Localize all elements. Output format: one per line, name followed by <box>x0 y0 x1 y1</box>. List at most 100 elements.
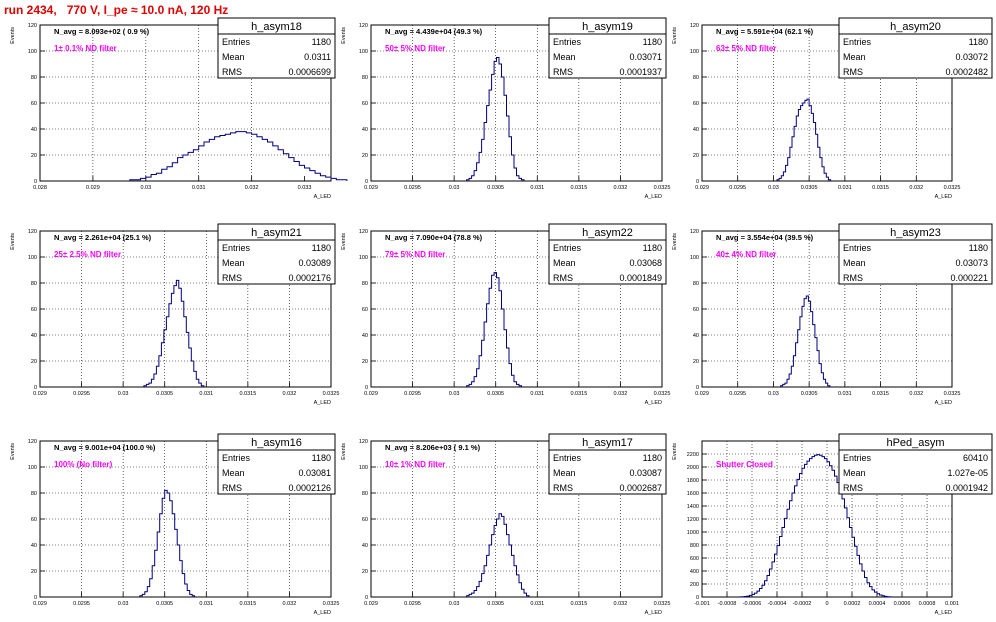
histogram-panel-h_asym22: 0.029 0.0295 0.03 0.0305 0.031 0.0315 0.032 0.0… <box>341 223 670 406</box>
x-tick-label: 0.0315 <box>872 391 889 397</box>
navg-label: N_avg = 8.206e+03 ( 9.1 %) <box>385 443 481 452</box>
stats-box-frame <box>217 433 336 495</box>
x-tick-label: 0.032 <box>909 185 923 191</box>
x-tick-label: 0.0325 <box>944 185 961 191</box>
stats-row-value: 0.03068 <box>629 258 662 268</box>
y-tick-label: 20 <box>31 153 37 159</box>
histogram-outline <box>739 454 893 598</box>
y-tick-label: 2000 <box>687 465 699 471</box>
x-tick-label: 0.03 <box>768 185 779 191</box>
x-tick-label: 0.032 <box>614 185 628 191</box>
x-tick-label: 0.032 <box>614 391 628 397</box>
filter-note: 79± 5% ND filter <box>385 250 445 259</box>
navg-label: N_avg = 9.001e+04 (100.0 %) <box>54 443 156 452</box>
stats-row-label: Entries <box>553 453 582 463</box>
y-tick-label: 0 <box>34 595 37 601</box>
x-tick-label: 0.031 <box>838 391 852 397</box>
y-tick-label: 120 <box>28 439 37 445</box>
stats-row-value: 0.0001849 <box>619 273 662 283</box>
stats-box-title: h_asym19 <box>582 21 633 33</box>
x-tick-label: 0.0325 <box>323 391 340 397</box>
stats-row-label: RMS <box>553 483 573 493</box>
stats-row-value: 0.0002482 <box>945 67 988 77</box>
stats-row-value: 60410 <box>963 453 988 463</box>
x-tick-label: 0.0325 <box>654 601 671 607</box>
y-tick-label: 1800 <box>687 478 699 484</box>
stats-row-label: Entries <box>222 453 251 463</box>
x-tick-label: 0.0315 <box>239 601 256 607</box>
x-tick-label: 0.0305 <box>487 601 504 607</box>
y-axis-label: Events <box>341 443 347 460</box>
y-tick-label: 120 <box>28 23 37 29</box>
stats-row-value: 1180 <box>312 243 331 253</box>
stats-box-frame <box>217 223 336 285</box>
x-tick-label: 0.0295 <box>404 391 421 397</box>
x-tick-label: 0.032 <box>909 391 923 397</box>
stats-row-value: 1180 <box>643 37 662 47</box>
stats-row-label: RMS <box>222 67 242 77</box>
x-axis-label: A_LED <box>645 400 662 406</box>
stats-row-label: Entries <box>222 243 251 253</box>
histogram-panel-h_asym20: 0.029 0.0295 0.03 0.0305 0.031 0.0315 0.032 0.0… <box>672 17 993 200</box>
x-tick-label: 0.0315 <box>239 391 256 397</box>
x-tick-label: 0.028 <box>33 185 47 191</box>
y-tick-label: 60 <box>362 307 368 313</box>
stats-row-label: Mean <box>843 52 866 62</box>
x-tick-label: 0.032 <box>283 391 297 397</box>
x-tick-label: 0.0305 <box>487 391 504 397</box>
stats-row-value: 0.0002687 <box>619 483 662 493</box>
histogram-outline <box>466 513 530 597</box>
y-tick-label: 80 <box>693 281 699 287</box>
filter-note: 63± 5% ND filter <box>716 44 776 53</box>
stats-box-frame <box>838 17 993 79</box>
x-tick-label: -0.0008 <box>718 601 737 607</box>
stats-row-label: RMS <box>553 67 573 77</box>
stats-row-value: 0.03081 <box>298 468 331 478</box>
y-tick-label: 0 <box>34 385 37 391</box>
filter-note: Shutter Closed <box>716 460 773 469</box>
stats-row-label: Entries <box>843 243 872 253</box>
y-tick-label: 0 <box>696 595 699 601</box>
stats-row-value: 1180 <box>969 37 988 47</box>
stats-row-value: 0.0006699 <box>288 67 331 77</box>
y-tick-label: 20 <box>693 153 699 159</box>
stats-row-label: Mean <box>553 52 576 62</box>
y-tick-label: 100 <box>28 465 37 471</box>
y-tick-label: 0 <box>365 385 368 391</box>
stats-box-title: hPed_asym <box>886 437 944 449</box>
x-tick-label: 0.03 <box>449 185 460 191</box>
stats-box-frame <box>548 223 667 285</box>
stats-row-label: RMS <box>843 483 863 493</box>
stats-box: h_asym20 Entries 1180 Mean 0.03072 RMS 0.00024… <box>838 17 993 79</box>
y-axis-label: Events <box>672 443 678 460</box>
navg-label: N_avg = 2.261e+04 (25.1 %) <box>54 233 152 242</box>
histogram-outline <box>143 279 205 387</box>
stats-row-label: RMS <box>553 273 573 283</box>
x-tick-label: 0.031 <box>530 601 544 607</box>
x-tick-label: 0.029 <box>695 185 709 191</box>
stats-box-frame <box>838 223 993 285</box>
y-tick-label: 40 <box>693 127 699 133</box>
x-tick-label: 0.029 <box>33 601 47 607</box>
x-axis-label: A_LED <box>935 194 952 200</box>
x-tick-label: 0.0295 <box>404 601 421 607</box>
x-axis-label: A_LED <box>935 400 952 406</box>
stats-row-label: Mean <box>222 52 245 62</box>
y-tick-label: 40 <box>31 543 37 549</box>
y-tick-label: 80 <box>31 75 37 81</box>
navg-label: N_avg = 3.554e+04 (39.5 %) <box>716 233 814 242</box>
filter-note: 100% (No filter) <box>54 460 113 469</box>
histogram-panel-h_asym16: 0.029 0.0295 0.03 0.0305 0.031 0.0315 0.032 0.0… <box>10 433 339 616</box>
y-tick-label: 120 <box>690 23 699 29</box>
x-tick-label: 0.032 <box>245 185 259 191</box>
x-tick-label: 0.031 <box>199 601 213 607</box>
stats-row-label: RMS <box>222 483 242 493</box>
x-tick-label: -0.0004 <box>768 601 787 607</box>
stats-row-label: Entries <box>553 243 582 253</box>
x-tick-label: 0.0006 <box>894 601 911 607</box>
y-tick-label: 1600 <box>687 491 699 497</box>
stats-row-value: 0.03073 <box>955 258 988 268</box>
stats-row-value: 1.027e-05 <box>947 468 988 478</box>
y-tick-label: 1200 <box>687 517 699 523</box>
